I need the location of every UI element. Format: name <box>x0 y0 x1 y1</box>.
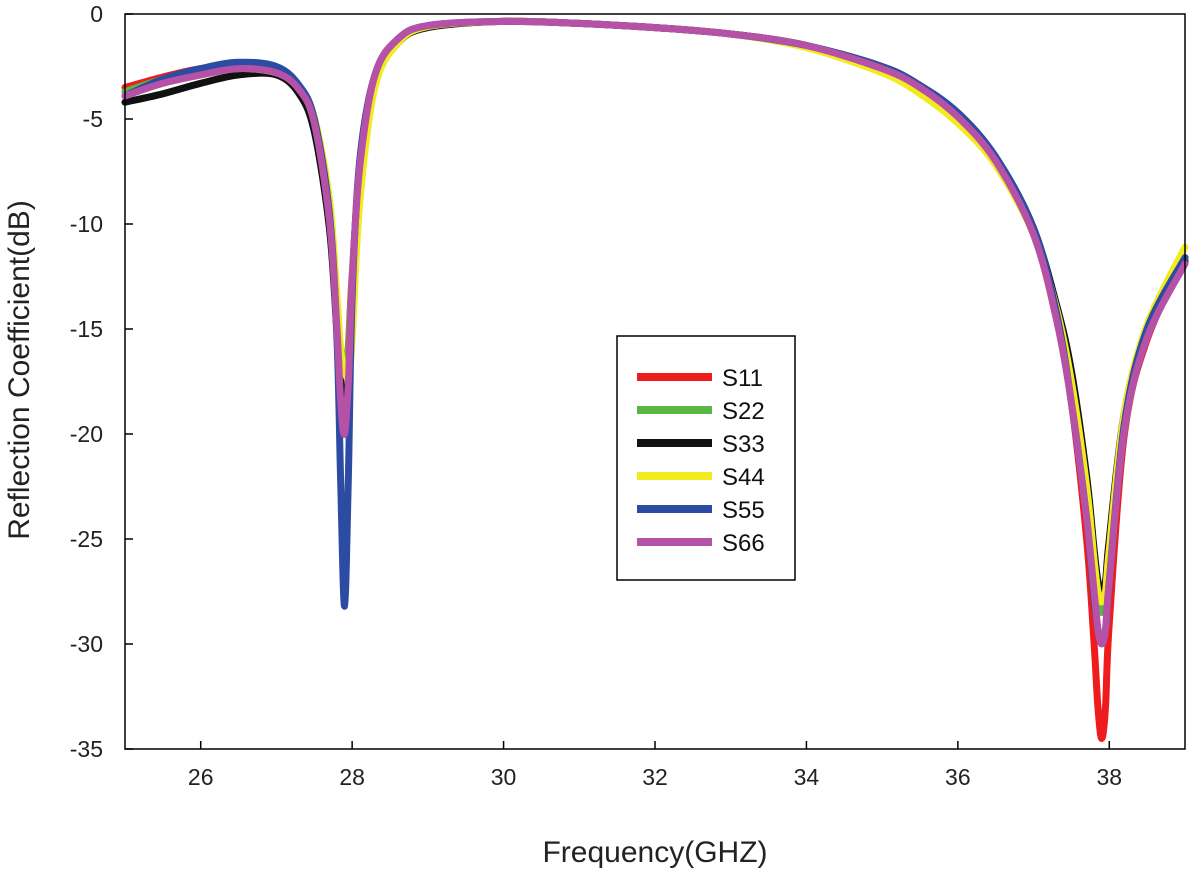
legend-label-s66: S66 <box>722 530 765 557</box>
legend-label-s44: S44 <box>722 464 765 491</box>
y-tick-label: -10 <box>70 211 103 237</box>
x-tick-label: 32 <box>642 764 668 790</box>
x-axis-title: Frequency(GHZ) <box>542 836 767 869</box>
y-tick-label: -20 <box>70 421 103 447</box>
y-tick-label: 0 <box>90 1 103 27</box>
legend-label-s55: S55 <box>722 497 765 524</box>
x-tick-label: 28 <box>339 764 365 790</box>
x-tick-label: 26 <box>188 764 214 790</box>
y-tick-label: -35 <box>70 736 103 762</box>
x-tick-label: 38 <box>1096 764 1122 790</box>
legend-label-s11: S11 <box>722 365 763 392</box>
series-line-s66 <box>121 17 1189 648</box>
y-tick-label: -15 <box>70 316 103 342</box>
y-axis-title: Reflection Coefficient(dB) <box>3 200 36 540</box>
legend-label-s33: S33 <box>722 431 765 458</box>
legend: S11 S22 S33 S44 S55 S66 <box>616 335 796 581</box>
x-tick-label: 34 <box>794 764 820 790</box>
legend-items: S11 S22 S33 S44 S55 S66 <box>637 365 765 557</box>
series-layer <box>121 17 1189 742</box>
x-tick-label: 36 <box>945 764 971 790</box>
x-tick-label: 30 <box>491 764 517 790</box>
y-tick-label: -5 <box>83 106 103 132</box>
y-tick-label: -25 <box>70 526 103 552</box>
axis-ticks: 26 28 30 32 34 36 38 0 -5 -10 -15 -20 -25 -30 -35 <box>70 1 1122 790</box>
legend-label-s22: S22 <box>722 398 765 425</box>
y-tick-label: -30 <box>70 631 103 657</box>
